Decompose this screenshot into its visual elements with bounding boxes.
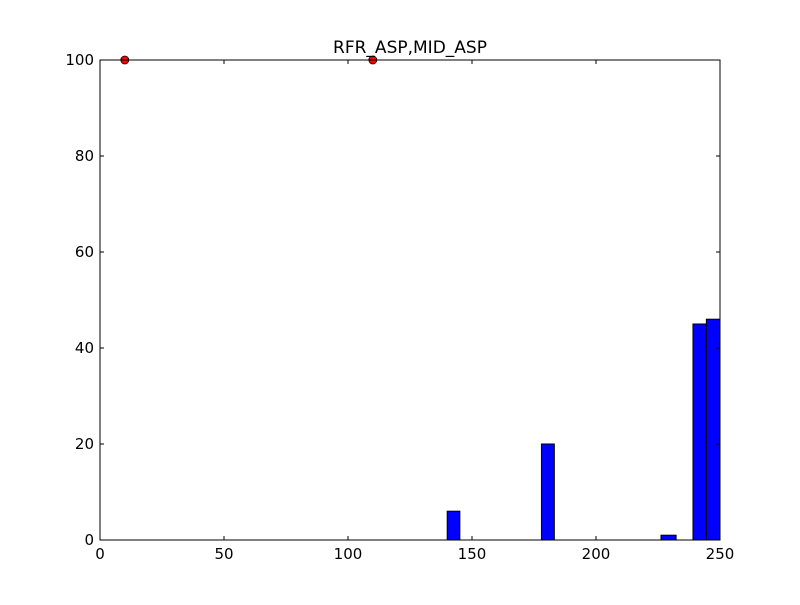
x-tick-label: 100: [334, 545, 363, 563]
plot-frame: [99, 59, 721, 541]
bar: [660, 534, 677, 541]
x-tick-label: 0: [95, 545, 105, 563]
y-tick-label: 20: [75, 435, 94, 453]
y-tick-label: 80: [75, 147, 94, 165]
chart-title: RFR_ASP,MID_ASP: [333, 38, 487, 58]
x-tick-label: 150: [458, 545, 487, 563]
bar: [446, 510, 461, 541]
plot-area: [100, 60, 720, 540]
x-tick-label: 200: [582, 545, 611, 563]
y-tick-label: 0: [84, 531, 94, 549]
bar: [540, 443, 555, 541]
bar: [705, 318, 721, 541]
bar: [692, 323, 707, 541]
ticks-layer: 0 50 100 150 200 250 0 20 40 60 80 100: [65, 51, 734, 563]
y-tick-label: 40: [75, 339, 94, 357]
x-tick-label: 50: [214, 545, 233, 563]
y-tick-label: 100: [65, 51, 94, 69]
y-tick-label: 60: [75, 243, 94, 261]
x-tick-label: 250: [706, 545, 735, 563]
